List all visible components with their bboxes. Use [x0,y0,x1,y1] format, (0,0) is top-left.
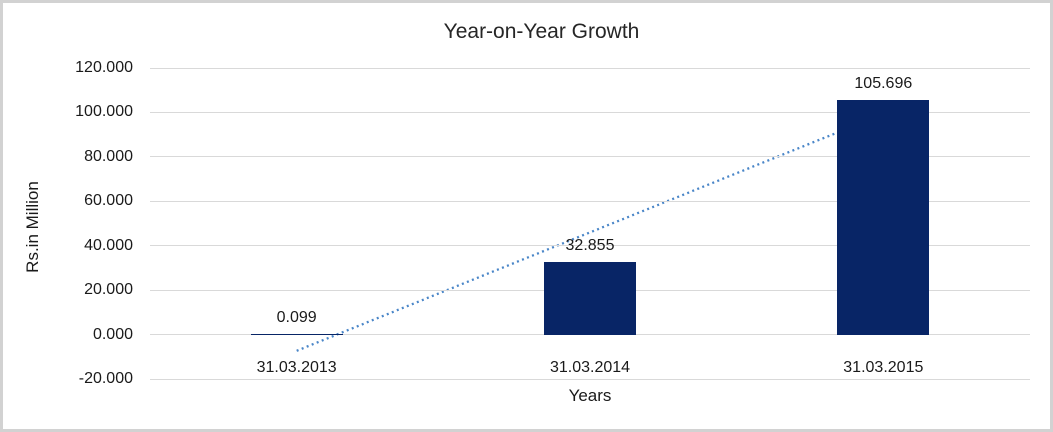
y-tick-label: 60.000 [84,192,133,210]
y-tick-label: 80.000 [84,147,133,165]
chart-title: Year-on-Year Growth [443,20,640,43]
y-tick-label: 40.000 [84,236,133,254]
bar [837,99,930,335]
bar-value-label: 105.696 [854,74,913,92]
y-tick-label: 20.000 [84,281,133,299]
y-tick-label: -20.000 [78,370,133,387]
bar-value-label: 32.855 [565,236,615,254]
bar [544,261,636,335]
gridline [150,111,1030,113]
x-tick-label: 31.03.2013 [256,358,337,376]
bar-value-label: 0.099 [276,309,317,327]
x-tick-label: 31.03.2014 [549,358,631,376]
y-tick-label: 100.000 [75,103,133,121]
gridline [150,200,1030,202]
gridline [150,334,1030,336]
x-axis-title: Years [568,386,612,405]
x-tick-label: 31.03.2015 [843,358,924,376]
gridline [150,378,1030,380]
gridline [150,156,1030,158]
y-tick-label: 120.000 [75,59,133,76]
gridline [150,67,1030,69]
y-axis-title: Rs.in Million [23,181,42,273]
y-tick-label: 0.000 [92,325,133,343]
gridline [150,245,1030,247]
